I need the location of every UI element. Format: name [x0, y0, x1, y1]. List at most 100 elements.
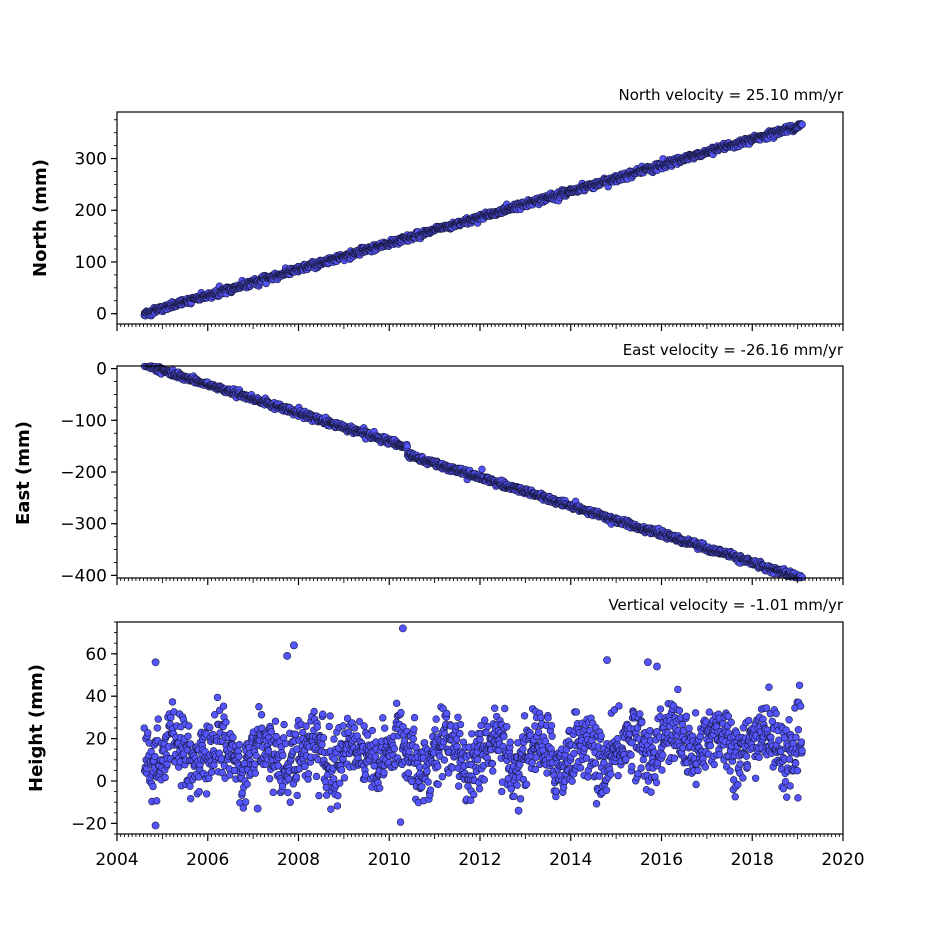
data-point [222, 718, 230, 726]
data-point [186, 794, 195, 803]
data-point [264, 747, 273, 755]
data-point [318, 740, 326, 749]
east-ylabel: East (mm) [13, 421, 34, 525]
vertical-velocity-title: Vertical velocity = -1.01 mm/yr [608, 596, 843, 614]
data-point [454, 713, 462, 721]
data-point [438, 773, 447, 781]
data-point [339, 722, 347, 730]
data-point [537, 713, 545, 722]
data-point [271, 717, 280, 725]
data-point [480, 716, 489, 724]
data-point [798, 120, 806, 129]
data-point [516, 795, 525, 803]
data-point [350, 724, 359, 732]
data-point [426, 786, 435, 794]
data-point [473, 756, 482, 764]
north-points [140, 120, 806, 320]
data-point [336, 779, 344, 787]
data-point [506, 738, 514, 746]
data-point [548, 732, 556, 740]
data-point [186, 782, 194, 790]
data-point [547, 721, 556, 730]
data-point [360, 722, 368, 730]
north-y-ticks: 0 100 200 300 [75, 119, 117, 325]
data-point [381, 724, 389, 732]
data-point [185, 722, 193, 730]
data-point [334, 791, 342, 800]
data-point [489, 767, 497, 775]
data-point [570, 749, 578, 758]
height-panel: Vertical velocity = -1.01 mm/yr Height (… [26, 596, 865, 870]
north-x-ticks [116, 324, 844, 331]
height-ylabel: Height (mm) [26, 664, 47, 792]
data-point [456, 720, 465, 729]
data-point [503, 723, 511, 731]
data-point [302, 722, 310, 730]
data-point [161, 773, 169, 782]
data-point [423, 767, 431, 775]
data-point [330, 755, 339, 763]
north-ylabel: North (mm) [30, 159, 51, 277]
data-point [798, 573, 806, 581]
data-point [292, 773, 301, 781]
data-point [432, 715, 440, 723]
data-point [325, 722, 333, 731]
y-tick-label: −300 [60, 515, 107, 535]
data-point [397, 708, 405, 717]
y-tick-label: 300 [75, 150, 107, 170]
data-point [330, 735, 338, 743]
data-point [168, 698, 177, 706]
data-point [396, 818, 405, 826]
data-point [482, 728, 490, 737]
y-tick-label: −400 [60, 566, 107, 586]
data-point [213, 693, 222, 702]
data-point [552, 787, 560, 795]
data-point [319, 734, 328, 742]
data-point [522, 780, 531, 788]
east-points [140, 362, 806, 582]
data-point [184, 732, 192, 740]
data-point [284, 788, 292, 797]
y-tick-label: 100 [75, 253, 107, 273]
data-point [424, 778, 432, 786]
data-point [265, 775, 274, 783]
data-point [269, 788, 277, 797]
east-panel: East velocity = -26.16 mm/yr East (mm) 0… [13, 341, 844, 586]
y-tick-label: 0 [96, 305, 107, 325]
data-point [490, 704, 499, 712]
data-point [340, 774, 349, 782]
data-point [454, 782, 463, 790]
data-point [235, 752, 243, 761]
data-point [380, 768, 388, 777]
data-point [584, 773, 592, 781]
data-point [559, 783, 568, 792]
data-point [257, 711, 266, 719]
data-point [375, 784, 384, 792]
data-point [327, 805, 335, 813]
data-point [488, 759, 497, 768]
east-y-ticks: 0−100−200−300−400 [60, 360, 117, 586]
data-point [510, 792, 518, 801]
data-point [519, 745, 527, 753]
data-point [501, 704, 509, 713]
y-tick-label: 200 [75, 201, 107, 221]
data-point [319, 710, 327, 718]
data-point [443, 709, 451, 718]
data-point [326, 712, 334, 720]
data-point [543, 769, 551, 777]
data-point [468, 730, 476, 738]
data-point [576, 764, 585, 772]
y-tick-label: 0 [96, 360, 107, 380]
data-point [243, 780, 251, 788]
data-point [310, 707, 318, 716]
data-point [475, 785, 484, 793]
data-point [500, 732, 508, 741]
data-point [280, 720, 288, 729]
data-point [544, 714, 552, 722]
data-point [293, 791, 301, 800]
data-point [144, 729, 152, 737]
data-point [410, 713, 419, 722]
data-point [337, 766, 346, 774]
data-point [206, 723, 214, 732]
data-point [229, 733, 237, 742]
